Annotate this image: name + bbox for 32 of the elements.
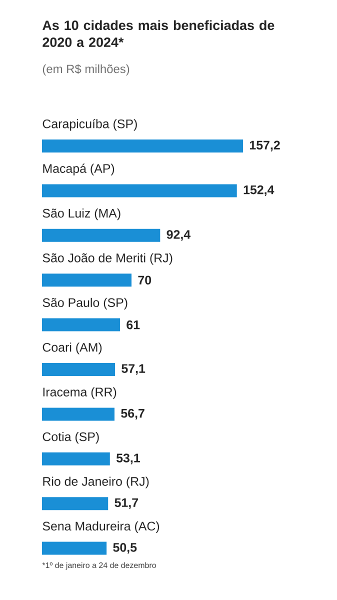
data-label: 61 [126, 320, 140, 330]
bar [42, 318, 120, 332]
data-label: 70 [138, 276, 152, 285]
y-tick-label: São João de Meriti (RJ) [42, 253, 172, 265]
bar [42, 140, 244, 153]
data-label: 92,4 [166, 230, 191, 241]
data-label: 157,2 [250, 140, 280, 152]
y-tick-label: São Luiz (MA) [42, 208, 120, 220]
y-tick-label: Coari (AM) [42, 342, 102, 354]
chart-title: As 10 cidades mais beneficiadas de 2020 a 2024* [42, 20, 274, 48]
data-label: 57,1 [122, 364, 146, 375]
bar [42, 452, 110, 466]
y-tick-label: Macapá (AP) [43, 164, 114, 176]
bar [42, 228, 160, 242]
y-tick-label: Cotia (SP) [42, 432, 99, 444]
bar [42, 363, 116, 376]
data-label: 51,7 [114, 498, 138, 509]
bar [42, 274, 132, 287]
y-tick-label: Rio de Janeiro (RJ) [43, 476, 149, 488]
y-tick-label: Carapicuíba (SP) [42, 118, 137, 131]
data-label: 56,7 [121, 408, 144, 420]
data-label: 152,4 [244, 185, 274, 196]
data-label: 50,5 [113, 543, 137, 554]
bar [42, 542, 107, 555]
y-tick-label: Iracema (RR) [43, 387, 116, 399]
bar [42, 408, 114, 421]
y-tick-label: São Paulo (SP) [42, 298, 128, 310]
data-label: 53,1 [116, 454, 140, 464]
bar [42, 497, 108, 510]
y-tick-label: Sena Madureira (AC) [42, 521, 160, 534]
chart-subtitle: (em R$ milhões) [42, 64, 130, 76]
bar [42, 184, 237, 198]
